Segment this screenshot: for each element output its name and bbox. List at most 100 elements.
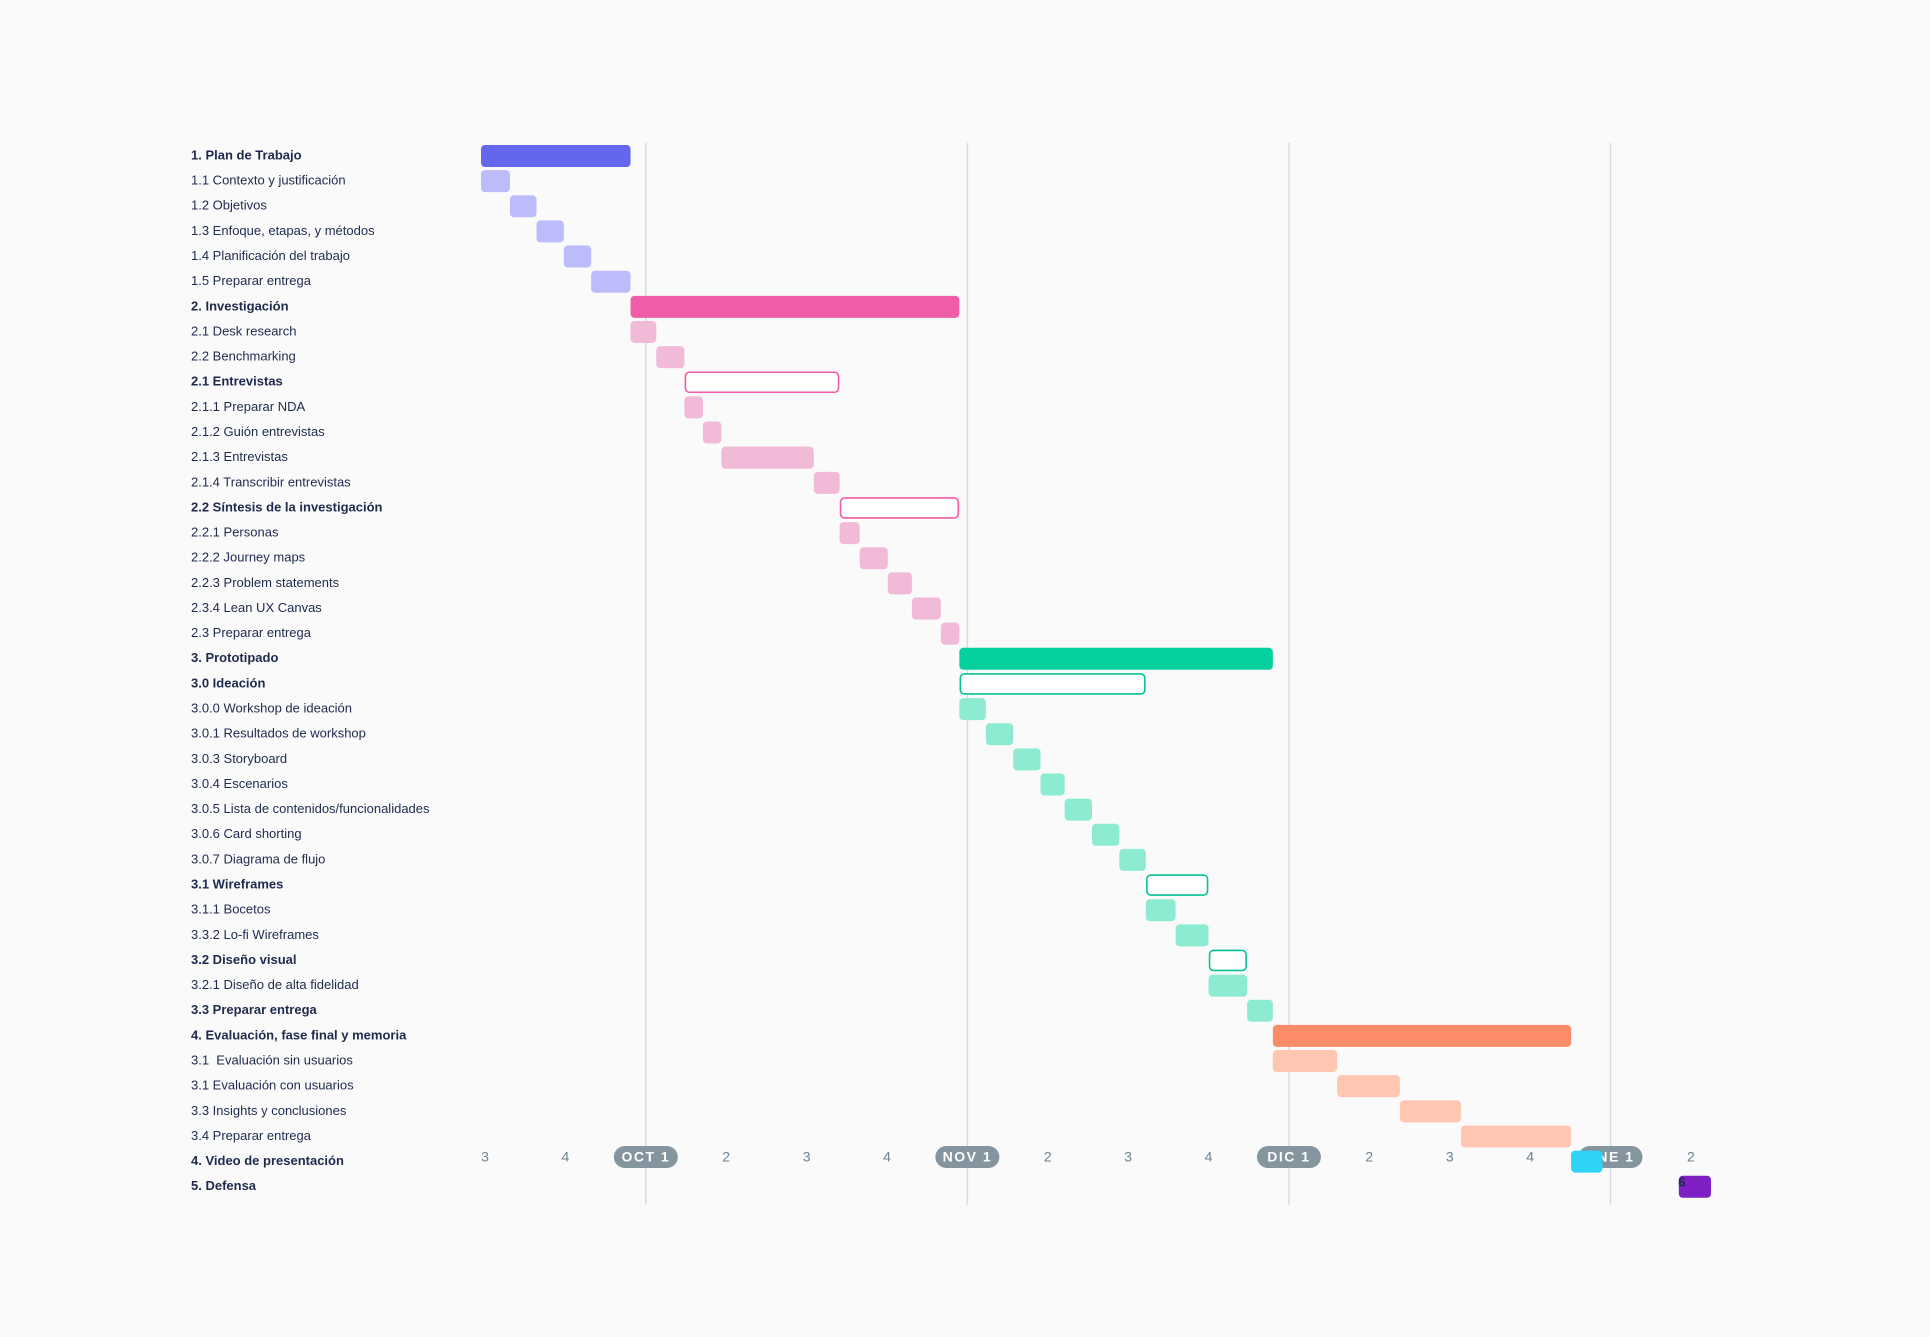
- task-bar: [1091, 823, 1120, 846]
- phase-bar: [481, 145, 631, 167]
- task-label: 5. Defensa: [191, 1178, 257, 1193]
- task-bar: [1064, 798, 1092, 821]
- task-bar: [985, 723, 1014, 746]
- x-tick-label: NOV 1: [943, 1149, 993, 1165]
- task-label: 3.1 Evaluación con usuarios: [191, 1078, 354, 1093]
- task-label: 1. Plan de Trabajo: [191, 147, 302, 162]
- task-bar: [859, 547, 888, 570]
- task-bar: [1247, 999, 1273, 1022]
- phase-bar: [959, 647, 1273, 670]
- phase-bar: [1678, 1175, 1711, 1198]
- x-tick-label: 3: [481, 1149, 489, 1165]
- task-bar: [509, 195, 537, 218]
- x-tick-label: DIC 1: [1267, 1149, 1310, 1165]
- month-pill: [935, 1146, 1000, 1168]
- group-bar: [684, 371, 840, 394]
- task-label: 3.0.0 Workshop de ideación: [191, 701, 352, 716]
- task-label: 2.3 Preparar entrega: [191, 625, 312, 640]
- task-bar: [702, 421, 722, 444]
- task-label: 2.1.1 Preparar NDA: [191, 399, 305, 414]
- task-label: 2.1 Desk research: [191, 323, 297, 338]
- task-label: 2.2.1 Personas: [191, 525, 279, 540]
- x-tick-label: 2: [1044, 1149, 1052, 1165]
- task-label: 3.2.1 Diseño de alta fidelidad: [191, 977, 359, 992]
- task-bar: [959, 698, 986, 721]
- task-label: 2.1.4 Transcribir entrevistas: [191, 474, 351, 489]
- task-bar: [1040, 773, 1065, 796]
- task-label: 3.3 Preparar entrega: [191, 1002, 318, 1017]
- task-label: 1.2 Objetivos: [191, 198, 267, 213]
- task-label: 2.3.4 Lean UX Canvas: [191, 600, 322, 615]
- task-label: 3.0.6 Card shorting: [191, 826, 302, 841]
- x-tick-label: 2: [722, 1149, 730, 1165]
- x-tick-label: OCT 1: [621, 1149, 670, 1165]
- x-tick-label: 2: [1365, 1149, 1373, 1165]
- task-label: 3.0.5 Lista de contenidos/funcionalidade…: [191, 801, 430, 816]
- task-bar: [563, 245, 592, 268]
- task-bar: [1013, 748, 1041, 771]
- task-label: 3.2 Diseño visual: [191, 952, 297, 967]
- task-label: 1.5 Preparar entrega: [191, 273, 312, 288]
- phase-bar: [1272, 1024, 1572, 1047]
- group-bar: [1208, 949, 1247, 972]
- task-bar: [813, 471, 840, 494]
- task-bar: [721, 446, 814, 469]
- task-label: 3. Prototipado: [191, 650, 278, 665]
- task-bar: [1460, 1125, 1572, 1148]
- annotation: 6: [1678, 1174, 1685, 1189]
- task-bar: [839, 522, 860, 545]
- task-label: 4. Evaluación, fase final y memoria: [191, 1027, 407, 1042]
- task-label: 3.4 Preparar entrega: [191, 1128, 312, 1143]
- task-label: 1.4 Planificación del trabajo: [191, 248, 350, 263]
- task-bar: [481, 170, 510, 193]
- group-bar: [1146, 874, 1209, 896]
- task-label: 2. Investigación: [191, 298, 289, 313]
- task-label: 3.0 Ideación: [191, 675, 265, 690]
- task-label: 3.0.4 Escenarios: [191, 776, 288, 791]
- task-bar: [1272, 1050, 1338, 1073]
- task-bar: [887, 572, 912, 595]
- task-label: 3.3.2 Lo-fi Wireframes: [191, 927, 319, 942]
- task-bar: [684, 396, 703, 419]
- task-label: 2.2.2 Journey maps: [191, 550, 306, 565]
- phase-bar: [1571, 1150, 1603, 1173]
- task-bar: [1145, 899, 1176, 922]
- task-bar: [656, 346, 685, 369]
- task-label: 2.1.3 Entrevistas: [191, 449, 288, 464]
- task-label: 1.3 Enfoque, etapas, y métodos: [191, 223, 375, 238]
- task-label: 2.1 Entrevistas: [191, 374, 283, 389]
- x-tick-label: 3: [1124, 1149, 1132, 1165]
- task-label: 4. Video de presentación: [191, 1153, 344, 1168]
- task-bar: [1337, 1075, 1400, 1098]
- task-label: 3.1.1 Bocetos: [191, 902, 271, 917]
- x-tick-label: 3: [803, 1149, 811, 1165]
- group-bar: [959, 673, 1146, 695]
- task-bar: [536, 220, 564, 243]
- task-label: 3.0.7 Diagrama de flujo: [191, 851, 325, 866]
- task-label: 3.0.3 Storyboard: [191, 751, 287, 766]
- task-label: 2.2 Benchmarking: [191, 349, 296, 364]
- task-label: 3.0.1 Resultados de workshop: [191, 726, 366, 741]
- task-label: 2.1.2 Guión entrevistas: [191, 424, 325, 439]
- x-tick-label: 3: [1446, 1149, 1454, 1165]
- task-bar: [1208, 974, 1248, 997]
- month-pill: [1256, 1146, 1321, 1168]
- x-tick-label: 4: [883, 1149, 891, 1165]
- task-bar: [911, 597, 941, 620]
- task-bar: [1175, 924, 1209, 947]
- task-bar: [1399, 1100, 1461, 1123]
- phase-bar: [630, 295, 960, 318]
- x-tick-label: 4: [562, 1149, 570, 1165]
- task-bar: [940, 622, 960, 645]
- x-tick-label: 2: [1687, 1149, 1695, 1165]
- task-label: 3.1 Evaluación sin usuarios: [191, 1052, 353, 1067]
- group-bar: [839, 497, 960, 519]
- task-label: 3.3 Insights y conclusiones: [191, 1103, 347, 1118]
- task-bar: [630, 320, 657, 343]
- month-pill: [613, 1146, 678, 1168]
- task-label: 1.1 Contexto y justificación: [191, 173, 346, 188]
- task-label: 2.2.3 Problem statements: [191, 575, 340, 590]
- task-bar: [1119, 848, 1146, 871]
- x-tick-label: 4: [1526, 1149, 1534, 1165]
